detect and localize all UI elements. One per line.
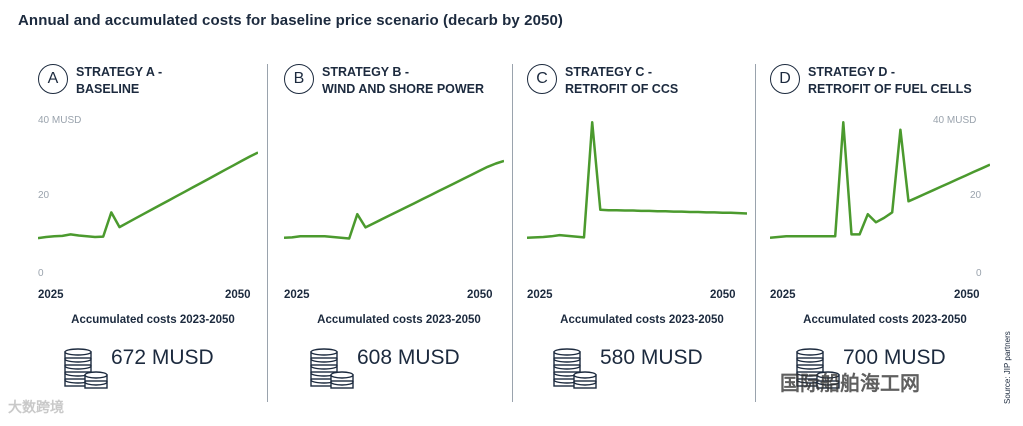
strategy-heading-line2: WIND AND SHORE POWER (322, 82, 485, 96)
strategy-letter-badge: C (527, 64, 557, 94)
coin-stack-icon (553, 348, 597, 389)
accumulated-label: Accumulated costs 2023-2050 (803, 314, 967, 326)
accumulated-total: 700 MUSD (843, 346, 946, 369)
strategy-heading-line1: STRATEGY A - (76, 65, 163, 79)
y-tick-label-top: 40 MUSD (933, 115, 977, 126)
strategy-heading-line1: STRATEGY C - (565, 65, 653, 79)
strategy-letter-badge: A (38, 64, 68, 94)
strategy-d-panel: D STRATEGY D - RETROFIT OF FUEL CELLS 40… (770, 58, 1010, 408)
coin-stack-icon (310, 348, 354, 389)
x-tick-label-start: 2025 (527, 289, 553, 301)
panel-divider (755, 64, 756, 402)
line-chart-c (527, 121, 747, 239)
watermark-right: 国际船舶海工网 (780, 373, 920, 395)
coin-stack-icon (796, 348, 840, 389)
source-note: Source: JIP partners (1003, 331, 1012, 404)
accumulated-label: Accumulated costs 2023-2050 (71, 314, 235, 326)
y-tick-label-top: 40 MUSD (38, 115, 82, 126)
x-tick-label-start: 2025 (770, 289, 796, 301)
x-tick-label-start: 2025 (284, 289, 310, 301)
y-tick-label-bottom: 0 (976, 268, 982, 279)
strategy-a-panel: A STRATEGY A - BASELINE 40 MUSD 20 0 202… (38, 58, 278, 408)
watermark-left: 大数跨境 (8, 399, 64, 415)
series-line (770, 121, 990, 239)
x-tick-label-end: 2050 (954, 289, 980, 301)
strategy-letter-badge: D (770, 64, 800, 94)
strategy-heading: STRATEGY A - BASELINE (76, 64, 162, 98)
y-tick-label-bottom: 0 (38, 268, 44, 279)
line-chart-d (770, 121, 990, 239)
strategy-heading-line1: STRATEGY D - (808, 65, 896, 79)
accumulated-label: Accumulated costs 2023-2050 (560, 314, 724, 326)
accumulated-total: 672 MUSD (111, 346, 214, 369)
coin-stack-icon (64, 348, 108, 389)
panel-divider (512, 64, 513, 402)
strategy-heading-line2: BASELINE (76, 82, 140, 96)
accumulated-total: 580 MUSD (600, 346, 703, 369)
strategy-c-panel: C STRATEGY C - RETROFIT OF CCS 2025 2050… (527, 58, 767, 408)
x-tick-label-end: 2050 (467, 289, 493, 301)
accumulated-label: Accumulated costs 2023-2050 (317, 314, 481, 326)
y-tick-label-mid: 20 (38, 190, 50, 201)
accumulated-total: 608 MUSD (357, 346, 460, 369)
line-chart-b (284, 159, 504, 240)
y-tick-label-mid: 20 (970, 190, 982, 201)
strategy-b-panel: B STRATEGY B - WIND AND SHORE POWER 2025… (284, 58, 524, 408)
x-tick-label-end: 2050 (710, 289, 736, 301)
strategy-letter-badge: B (284, 64, 314, 94)
x-tick-label-start: 2025 (38, 289, 64, 301)
strategy-heading-line1: STRATEGY B - (322, 65, 410, 79)
strategy-heading: STRATEGY D - RETROFIT OF FUEL CELLS (808, 64, 972, 98)
panel-divider (267, 64, 268, 402)
series-line (38, 151, 258, 240)
chart-title: Annual and accumulated costs for baselin… (18, 12, 563, 29)
strategy-heading-line2: RETROFIT OF FUEL CELLS (808, 82, 972, 96)
x-tick-label-end: 2050 (225, 289, 251, 301)
line-chart-a (38, 151, 258, 240)
strategy-heading: STRATEGY C - RETROFIT OF CCS (565, 64, 678, 98)
series-line (284, 159, 504, 240)
strategy-heading: STRATEGY B - WIND AND SHORE POWER (322, 64, 484, 98)
series-line (527, 121, 747, 239)
strategy-heading-line2: RETROFIT OF CCS (565, 82, 679, 96)
